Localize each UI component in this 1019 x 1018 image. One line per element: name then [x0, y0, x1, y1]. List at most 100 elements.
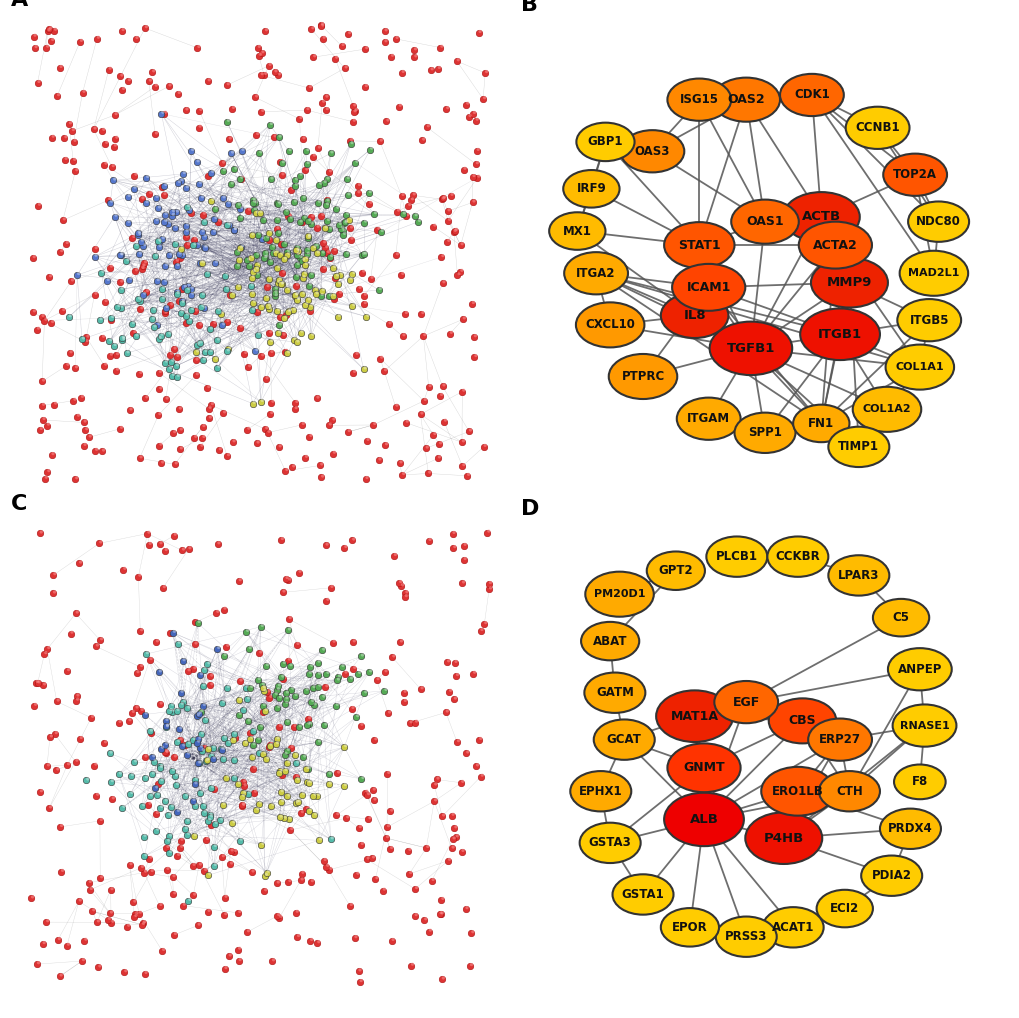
- Point: [281, 658, 298, 674]
- Point: [383, 802, 399, 818]
- Point: [289, 267, 306, 283]
- Point: [238, 678, 255, 694]
- Point: [104, 310, 120, 327]
- Point: [155, 187, 171, 204]
- Point: [298, 256, 314, 272]
- Point: [310, 194, 326, 211]
- Point: [153, 896, 169, 912]
- Point: [439, 204, 455, 220]
- Point: [289, 754, 306, 771]
- Point: [79, 328, 96, 344]
- Point: [261, 296, 277, 313]
- Point: [289, 238, 306, 254]
- Point: [313, 18, 329, 35]
- Text: TOP2A: TOP2A: [893, 168, 936, 181]
- Point: [269, 194, 285, 211]
- Point: [292, 325, 309, 341]
- Point: [197, 213, 213, 229]
- Point: [187, 614, 204, 630]
- Point: [102, 194, 118, 211]
- Point: [184, 793, 201, 809]
- Point: [263, 404, 279, 420]
- Point: [341, 671, 358, 687]
- Point: [159, 298, 175, 315]
- Point: [333, 659, 350, 675]
- Point: [219, 280, 235, 296]
- Point: [235, 795, 252, 811]
- Point: [366, 206, 382, 222]
- Point: [322, 163, 338, 179]
- Point: [367, 871, 383, 888]
- Point: [353, 837, 369, 853]
- Point: [89, 914, 105, 930]
- Point: [372, 451, 388, 467]
- Point: [233, 143, 250, 159]
- Point: [77, 931, 94, 948]
- Point: [352, 279, 368, 295]
- Point: [230, 278, 247, 294]
- Point: [271, 309, 287, 326]
- Point: [255, 102, 271, 118]
- Point: [252, 719, 268, 735]
- Point: [258, 701, 274, 718]
- Point: [199, 266, 215, 282]
- Point: [337, 777, 354, 793]
- Point: [250, 434, 266, 450]
- Point: [247, 759, 263, 776]
- Point: [38, 469, 54, 486]
- Point: [166, 749, 182, 766]
- Point: [178, 746, 195, 762]
- Point: [143, 849, 159, 865]
- Point: [64, 123, 81, 139]
- Point: [174, 543, 191, 559]
- Point: [428, 772, 444, 788]
- Point: [266, 64, 282, 80]
- Point: [38, 644, 54, 661]
- Point: [52, 818, 68, 835]
- Point: [176, 692, 193, 709]
- Point: [237, 734, 254, 750]
- Point: [220, 342, 236, 358]
- Point: [397, 585, 414, 602]
- Point: [67, 471, 84, 488]
- Point: [120, 213, 137, 229]
- Point: [215, 740, 231, 756]
- Point: [408, 207, 424, 223]
- Point: [199, 380, 215, 396]
- Point: [152, 759, 168, 776]
- Point: [278, 342, 294, 358]
- Point: [466, 192, 482, 209]
- Point: [184, 732, 201, 748]
- Point: [417, 911, 433, 927]
- Ellipse shape: [879, 808, 941, 849]
- Point: [53, 58, 69, 74]
- Point: [426, 777, 442, 793]
- Point: [130, 246, 147, 263]
- Point: [478, 63, 494, 79]
- Point: [369, 222, 385, 238]
- Point: [280, 280, 297, 296]
- Point: [262, 334, 278, 350]
- Point: [322, 579, 338, 596]
- Point: [218, 314, 234, 330]
- Point: [203, 780, 219, 796]
- Point: [119, 918, 136, 935]
- Point: [173, 420, 190, 437]
- Point: [64, 272, 81, 288]
- Ellipse shape: [593, 720, 654, 759]
- Point: [201, 166, 217, 182]
- Point: [28, 675, 44, 691]
- Point: [255, 229, 271, 245]
- Point: [132, 904, 149, 920]
- Point: [218, 959, 234, 975]
- Point: [226, 730, 243, 746]
- Point: [368, 731, 384, 747]
- Point: [401, 196, 418, 213]
- Point: [78, 330, 95, 346]
- Point: [319, 535, 335, 552]
- Point: [288, 246, 305, 263]
- Point: [371, 133, 387, 150]
- Point: [187, 344, 204, 360]
- Point: [255, 746, 271, 762]
- Point: [53, 863, 69, 880]
